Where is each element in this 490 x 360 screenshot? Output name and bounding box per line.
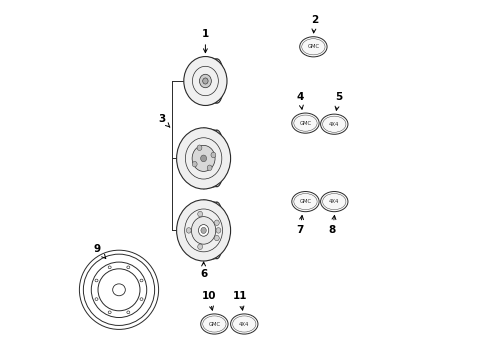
Text: GMC: GMC <box>299 121 312 126</box>
Ellipse shape <box>184 57 227 105</box>
Text: 9: 9 <box>94 244 106 258</box>
Ellipse shape <box>192 145 215 171</box>
Ellipse shape <box>203 78 208 84</box>
Ellipse shape <box>201 314 228 334</box>
Text: 3: 3 <box>158 114 170 127</box>
Ellipse shape <box>197 145 202 150</box>
Text: 4X4: 4X4 <box>329 199 340 204</box>
Ellipse shape <box>199 74 211 88</box>
Ellipse shape <box>197 244 202 249</box>
Ellipse shape <box>192 217 216 244</box>
Text: 4: 4 <box>296 92 304 109</box>
Ellipse shape <box>108 266 111 269</box>
Ellipse shape <box>200 155 207 162</box>
Text: GMC: GMC <box>208 321 220 327</box>
Ellipse shape <box>210 202 224 259</box>
Text: 1: 1 <box>202 29 209 53</box>
Ellipse shape <box>215 220 219 225</box>
Ellipse shape <box>292 192 319 212</box>
Ellipse shape <box>300 37 327 57</box>
Text: 11: 11 <box>233 291 247 310</box>
Ellipse shape <box>140 298 143 301</box>
Ellipse shape <box>95 279 98 282</box>
Ellipse shape <box>207 165 212 171</box>
Ellipse shape <box>198 225 209 236</box>
Ellipse shape <box>108 311 111 314</box>
Text: 2: 2 <box>311 15 318 33</box>
Ellipse shape <box>192 161 197 167</box>
Text: 4X4: 4X4 <box>239 321 249 327</box>
Text: 7: 7 <box>296 216 304 235</box>
Ellipse shape <box>140 279 143 282</box>
Ellipse shape <box>215 235 219 241</box>
Text: 8: 8 <box>329 216 336 235</box>
Ellipse shape <box>176 128 231 189</box>
Ellipse shape <box>231 314 258 334</box>
Ellipse shape <box>197 211 202 217</box>
Text: GMC: GMC <box>307 44 319 49</box>
Ellipse shape <box>211 152 216 158</box>
Ellipse shape <box>216 228 221 233</box>
Ellipse shape <box>292 113 319 133</box>
Ellipse shape <box>320 114 348 134</box>
Ellipse shape <box>201 228 206 234</box>
Ellipse shape <box>95 298 98 301</box>
Ellipse shape <box>176 200 231 261</box>
Text: 10: 10 <box>202 291 216 310</box>
Ellipse shape <box>113 284 125 296</box>
Text: 6: 6 <box>200 262 207 279</box>
Ellipse shape <box>127 266 130 269</box>
Text: 5: 5 <box>335 92 342 110</box>
Ellipse shape <box>320 192 348 212</box>
Ellipse shape <box>186 228 191 233</box>
Text: GMC: GMC <box>299 199 312 204</box>
Ellipse shape <box>210 130 224 187</box>
Ellipse shape <box>211 59 224 103</box>
Ellipse shape <box>127 311 130 314</box>
Text: 4X4: 4X4 <box>329 122 340 127</box>
